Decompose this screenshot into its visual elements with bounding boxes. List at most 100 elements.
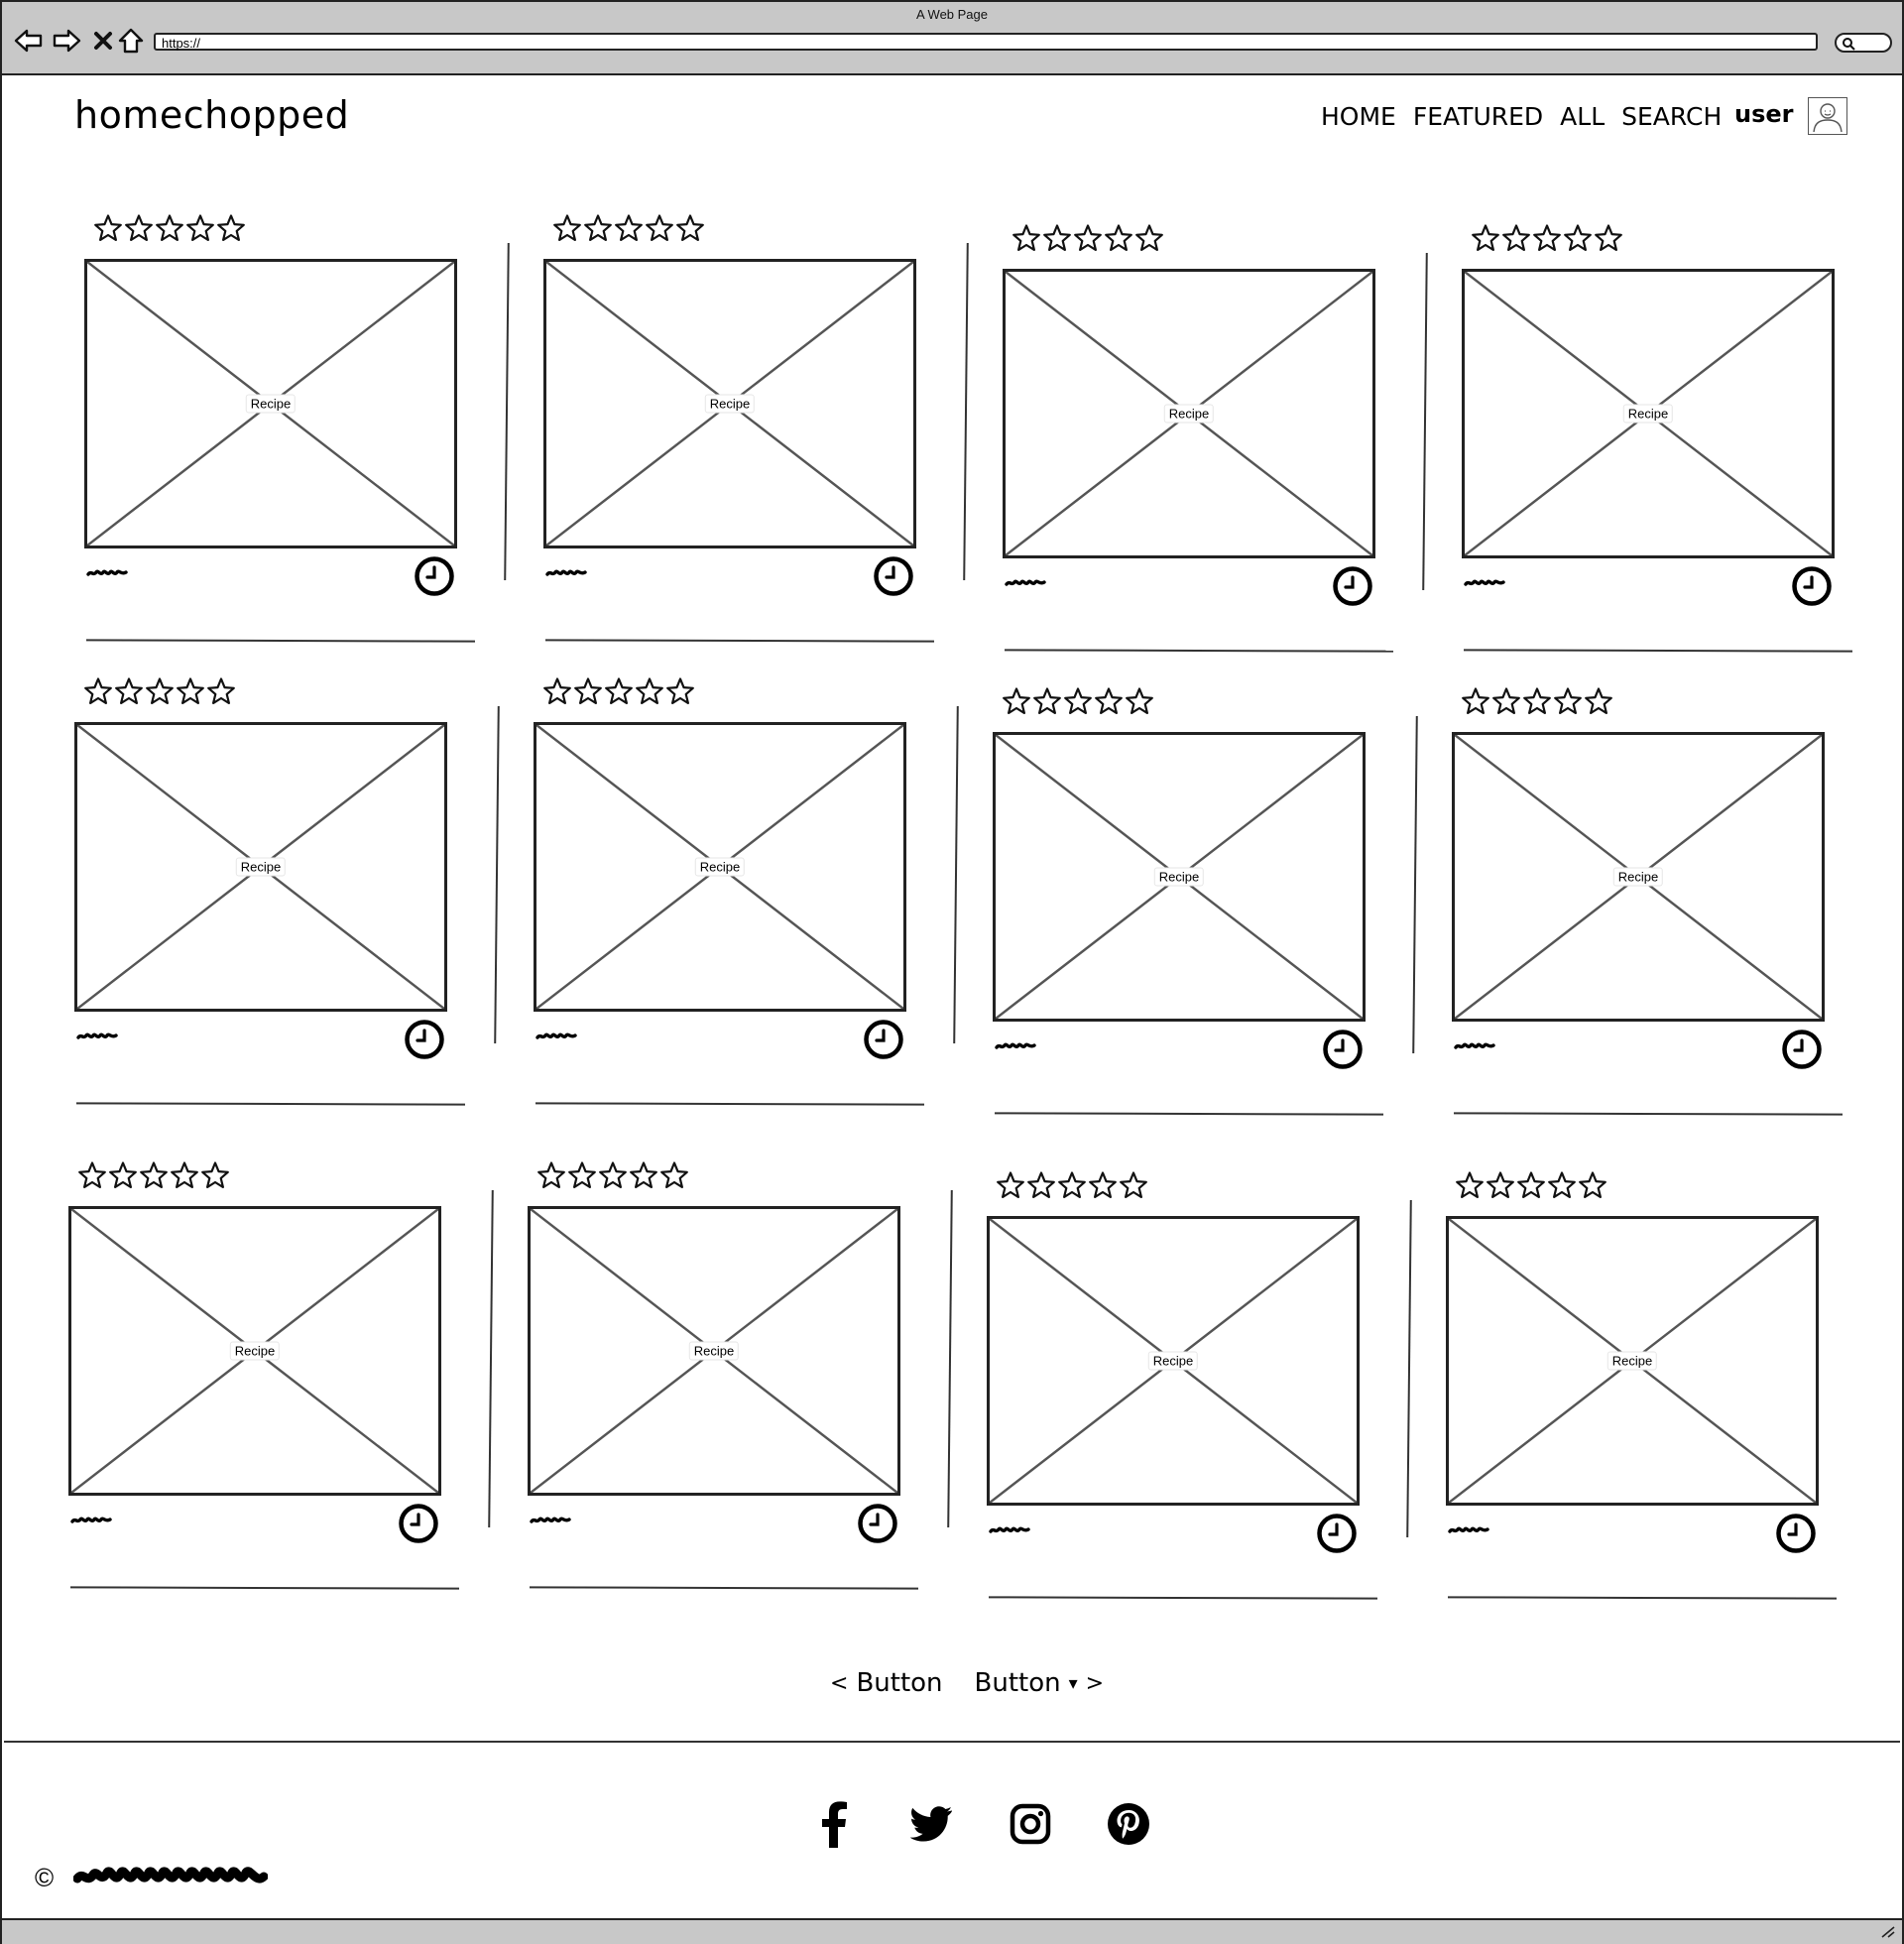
dropdown-caret-icon[interactable]: ▾ [1068, 1672, 1078, 1694]
rating-stars[interactable] [1001, 686, 1169, 718]
browser-search-button[interactable] [1835, 33, 1892, 53]
rating-star[interactable] [115, 677, 143, 704]
rating-star[interactable] [1033, 687, 1061, 714]
nav-all[interactable]: ALL [1560, 102, 1606, 131]
recipe-image[interactable]: Recipe [1003, 269, 1375, 558]
forward-arrow-icon[interactable] [50, 24, 83, 58]
rating-star[interactable] [666, 677, 694, 704]
recipe-image[interactable]: Recipe [987, 1216, 1360, 1506]
prev-button[interactable]: Button [856, 1668, 943, 1698]
rating-stars[interactable] [1011, 223, 1179, 255]
rating-star[interactable] [1487, 1171, 1514, 1198]
close-x-icon[interactable] [86, 24, 120, 58]
rating-star[interactable] [109, 1161, 137, 1188]
rating-star[interactable] [1502, 224, 1530, 251]
rating-star[interactable] [636, 677, 663, 704]
nav-home[interactable]: HOME [1321, 102, 1396, 131]
rating-star[interactable] [646, 214, 673, 241]
rating-star[interactable] [125, 214, 153, 241]
rating-star[interactable] [568, 1161, 596, 1188]
rating-star[interactable] [1579, 1171, 1606, 1198]
nav-featured[interactable]: FEATURED [1412, 102, 1544, 131]
recipe-image[interactable]: Recipe [528, 1206, 900, 1496]
rating-star[interactable] [1456, 1171, 1484, 1198]
rating-star[interactable] [201, 1161, 229, 1188]
rating-star[interactable] [146, 677, 174, 704]
rating-star[interactable] [660, 1161, 688, 1188]
rating-stars[interactable] [1470, 223, 1638, 255]
recipe-image[interactable]: Recipe [1452, 732, 1825, 1022]
rating-stars[interactable] [551, 213, 720, 245]
home-icon[interactable] [114, 24, 148, 58]
rating-star[interactable] [1595, 224, 1622, 251]
recipe-image[interactable]: Recipe [84, 259, 457, 548]
next-chevron-icon[interactable]: > [1085, 1670, 1105, 1696]
recipe-image[interactable]: Recipe [74, 722, 447, 1012]
rating-star[interactable] [1043, 224, 1071, 251]
recipe-image[interactable]: Recipe [534, 722, 906, 1012]
rating-star[interactable] [94, 214, 122, 241]
rating-star[interactable] [1095, 687, 1123, 714]
rating-star[interactable] [1135, 224, 1163, 251]
rating-star[interactable] [1003, 687, 1030, 714]
rating-stars[interactable] [1460, 686, 1628, 718]
rating-star[interactable] [1064, 687, 1092, 714]
rating-stars[interactable] [76, 1160, 245, 1192]
recipe-card[interactable]: Recipe [84, 213, 510, 643]
rating-star[interactable] [1462, 687, 1489, 714]
site-logo[interactable]: homechopped [74, 93, 350, 137]
rating-star[interactable] [997, 1171, 1024, 1198]
instagram-icon[interactable] [1006, 1799, 1055, 1849]
rating-star[interactable] [1517, 1171, 1545, 1198]
rating-star[interactable] [156, 214, 183, 241]
rating-stars[interactable] [92, 213, 261, 245]
rating-star[interactable] [1120, 1171, 1147, 1198]
rating-stars[interactable] [536, 1160, 704, 1192]
rating-star[interactable] [1585, 687, 1612, 714]
prev-chevron-icon[interactable]: < [830, 1670, 849, 1696]
recipe-card[interactable]: Recipe [1003, 223, 1428, 653]
rating-star[interactable] [78, 1161, 106, 1188]
rating-star[interactable] [140, 1161, 168, 1188]
rating-star[interactable] [177, 677, 204, 704]
rating-star[interactable] [574, 677, 602, 704]
rating-star[interactable] [1548, 1171, 1576, 1198]
rating-star[interactable] [1554, 687, 1582, 714]
facebook-icon[interactable] [809, 1799, 859, 1849]
rating-star[interactable] [1472, 224, 1499, 251]
recipe-card[interactable]: Recipe [993, 686, 1418, 1116]
rating-star[interactable] [1105, 224, 1132, 251]
avatar[interactable] [1808, 97, 1847, 135]
rating-star[interactable] [599, 1161, 627, 1188]
rating-star[interactable] [207, 677, 235, 704]
twitter-icon[interactable] [907, 1799, 957, 1849]
rating-star[interactable] [186, 214, 214, 241]
pinterest-icon[interactable] [1104, 1799, 1153, 1849]
rating-star[interactable] [1492, 687, 1520, 714]
recipe-card[interactable]: Recipe [68, 1160, 494, 1590]
rating-stars[interactable] [82, 676, 251, 708]
rating-star[interactable] [1089, 1171, 1117, 1198]
user-name[interactable]: user [1734, 100, 1794, 128]
rating-star[interactable] [171, 1161, 198, 1188]
rating-star[interactable] [84, 677, 112, 704]
rating-star[interactable] [605, 677, 633, 704]
rating-star[interactable] [537, 1161, 565, 1188]
resize-grip-icon[interactable] [1880, 1924, 1896, 1938]
rating-star[interactable] [217, 214, 245, 241]
recipe-card[interactable]: Recipe [1446, 1170, 1852, 1600]
rating-star[interactable] [1126, 687, 1153, 714]
rating-star[interactable] [630, 1161, 657, 1188]
recipe-image[interactable]: Recipe [68, 1206, 441, 1496]
url-input[interactable]: https:// [154, 33, 1818, 51]
rating-star[interactable] [676, 214, 704, 241]
recipe-image[interactable]: Recipe [993, 732, 1366, 1022]
rating-stars[interactable] [541, 676, 710, 708]
rating-star[interactable] [1564, 224, 1592, 251]
rating-star[interactable] [1058, 1171, 1086, 1198]
recipe-card[interactable]: Recipe [1452, 686, 1858, 1116]
recipe-card[interactable]: Recipe [528, 1160, 953, 1590]
rating-star[interactable] [615, 214, 643, 241]
back-arrow-icon[interactable] [12, 24, 46, 58]
rating-star[interactable] [1523, 687, 1551, 714]
